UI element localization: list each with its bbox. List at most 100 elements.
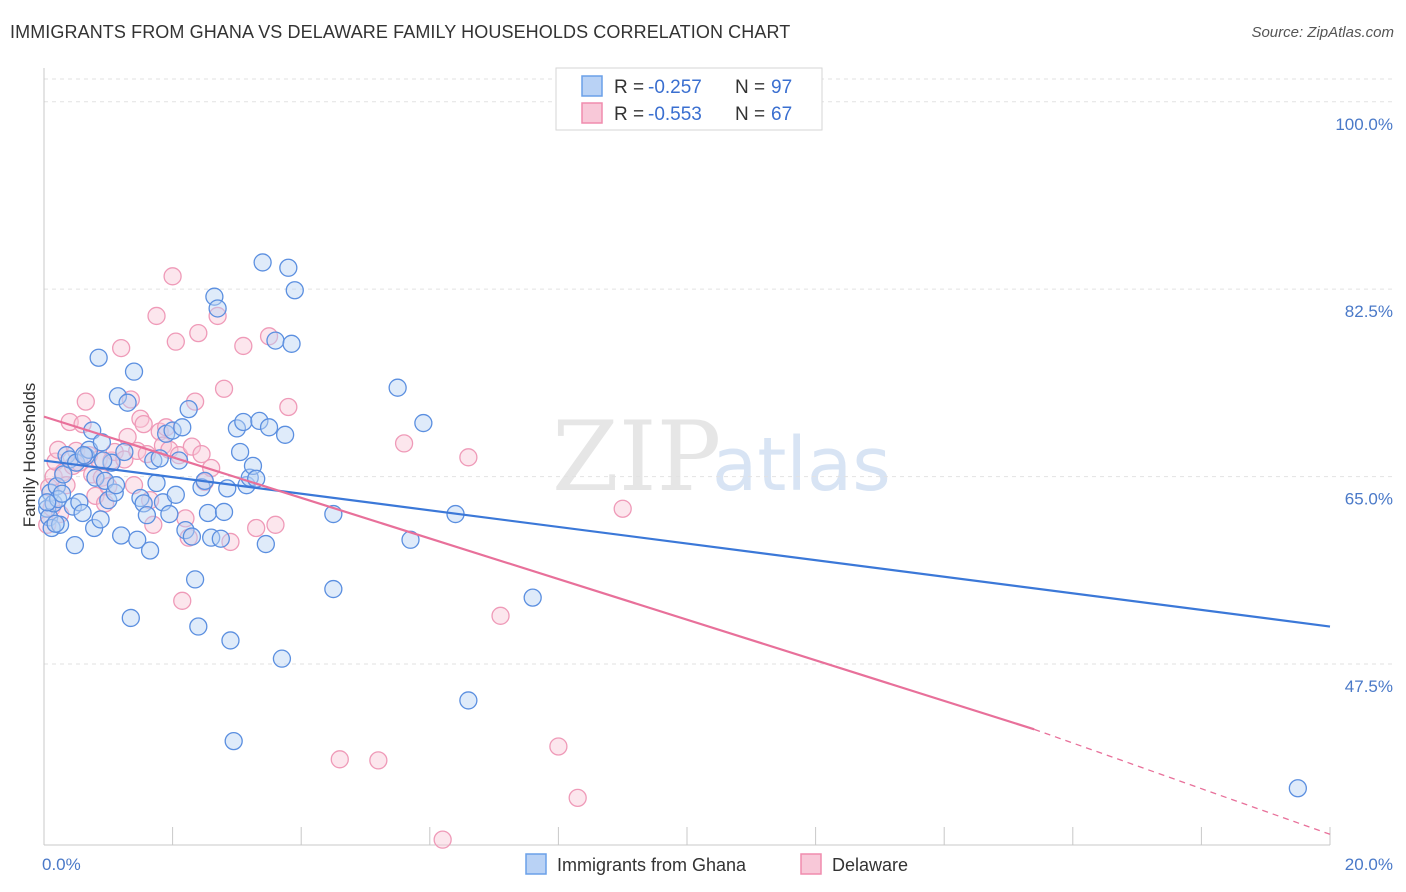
- delaware-point: [279, 397, 298, 417]
- delaware-point: [433, 830, 452, 849]
- ghana-point: [182, 527, 202, 546]
- ghana-point: [189, 617, 208, 636]
- axes: [43, 68, 1331, 846]
- ghana-point: [282, 334, 301, 353]
- delaware-point: [221, 532, 240, 552]
- ghana-point: [324, 579, 343, 599]
- delaware-point: [134, 414, 153, 434]
- ghana-trend-line: [43, 459, 1331, 628]
- source-label: Source: ZipAtlas.com: [1251, 24, 1394, 41]
- ghana-point: [198, 503, 218, 523]
- delaware-point: [182, 437, 202, 456]
- legend-n-label-1: N =: [735, 77, 765, 98]
- ghana-point: [459, 691, 478, 710]
- delaware-point: [147, 306, 166, 326]
- delaware-point: [491, 606, 510, 625]
- delaware-point: [112, 338, 131, 358]
- ghana-point: [52, 484, 72, 503]
- ghana-point: [259, 418, 279, 437]
- ghana-points: [38, 253, 1307, 798]
- bottom-swatch-delaware: [800, 853, 822, 875]
- ghana-point: [121, 608, 140, 628]
- delaware-trend-line: [43, 415, 1035, 731]
- ghana-point: [414, 413, 433, 433]
- correlation-legend: R = -0.257 N = 97 R = -0.553 N = 67: [555, 67, 823, 131]
- ghana-point: [106, 476, 126, 495]
- bottom-swatch-ghana: [525, 853, 547, 875]
- ghana-point: [173, 418, 192, 437]
- ghana-point: [272, 649, 292, 668]
- ghana-point: [140, 541, 160, 560]
- ghana-point: [202, 528, 221, 547]
- ghana-point: [147, 473, 166, 493]
- chart-title: IMMIGRANTS FROM GHANA VS DELAWARE FAMILY…: [10, 22, 791, 42]
- delaware-point: [459, 448, 478, 467]
- ghana-point: [234, 412, 253, 432]
- ghana-point: [279, 258, 298, 277]
- ghana-point: [131, 488, 150, 508]
- ghana-point: [73, 503, 92, 523]
- bottom-legend-ghana: Immigrants from Ghana: [557, 855, 747, 875]
- delaware-point: [57, 476, 76, 495]
- bottom-legend-delaware: Delaware: [832, 855, 908, 875]
- y-tick-label: 65.0%: [1345, 490, 1393, 509]
- legend-n-value-2: 67: [771, 104, 792, 125]
- ghana-point: [256, 534, 275, 554]
- x-tick-label: 0.0%: [42, 855, 81, 874]
- legend-swatch-delaware: [581, 102, 603, 124]
- ghana-point: [211, 529, 230, 548]
- ghana-point: [95, 471, 115, 491]
- ghana-point: [388, 378, 407, 397]
- delaware-point: [166, 332, 185, 351]
- watermark-atlas: atlas: [712, 422, 891, 508]
- ghana-point: [224, 731, 243, 751]
- ghana-point: [108, 387, 128, 406]
- delaware-point: [208, 306, 227, 326]
- ghana-point: [38, 493, 57, 512]
- ghana-point: [205, 287, 224, 306]
- delaware-point: [234, 336, 253, 356]
- delaware-point: [163, 267, 182, 286]
- y-tick-label: 82.5%: [1345, 302, 1393, 321]
- delaware-point: [214, 379, 234, 398]
- ghana-point: [83, 421, 102, 440]
- ghana-point: [523, 588, 542, 607]
- y-axis-label: Family Households: [20, 383, 39, 528]
- ghana-point: [99, 491, 118, 510]
- delaware-point: [330, 750, 349, 769]
- series-legend: Immigrants from Ghana Delaware: [525, 853, 908, 875]
- ghana-point: [65, 535, 85, 555]
- ghana-point: [74, 446, 94, 465]
- ghana-point: [118, 393, 137, 412]
- watermark-zip: ZIP: [552, 401, 721, 513]
- ghana-point: [105, 483, 124, 502]
- delaware-point: [266, 515, 285, 534]
- legend-r-value-2: -0.553: [648, 104, 702, 125]
- delaware-point: [169, 446, 189, 465]
- delaware-point: [185, 392, 205, 411]
- legend-swatch-ghana: [581, 75, 603, 97]
- ghana-point: [70, 493, 89, 512]
- ghana-point: [137, 506, 157, 525]
- delaware-trend-extension: [1034, 728, 1331, 835]
- ghana-point: [124, 362, 144, 381]
- ghana-point: [230, 442, 250, 462]
- delaware-point: [173, 591, 192, 610]
- ghana-point: [266, 331, 285, 350]
- ghana-point: [285, 281, 304, 300]
- ghana-point: [275, 425, 295, 444]
- y-tick-label: 47.5%: [1345, 677, 1393, 696]
- ghana-point: [163, 421, 182, 440]
- delaware-point: [189, 323, 208, 343]
- ghana-point: [128, 530, 147, 549]
- ghana-point: [250, 411, 269, 431]
- ghana-point: [91, 510, 110, 529]
- ghana-point: [185, 570, 205, 589]
- delaware-points: [38, 267, 632, 849]
- legend-n-label-2: N =: [735, 104, 765, 125]
- ghana-point: [1288, 779, 1307, 798]
- x-tick-label: 20.0%: [1345, 855, 1393, 874]
- ghana-point: [253, 253, 272, 272]
- tick-labels: 100.0% 82.5% 65.0% 47.5% 0.0% 20.0%: [42, 115, 1393, 874]
